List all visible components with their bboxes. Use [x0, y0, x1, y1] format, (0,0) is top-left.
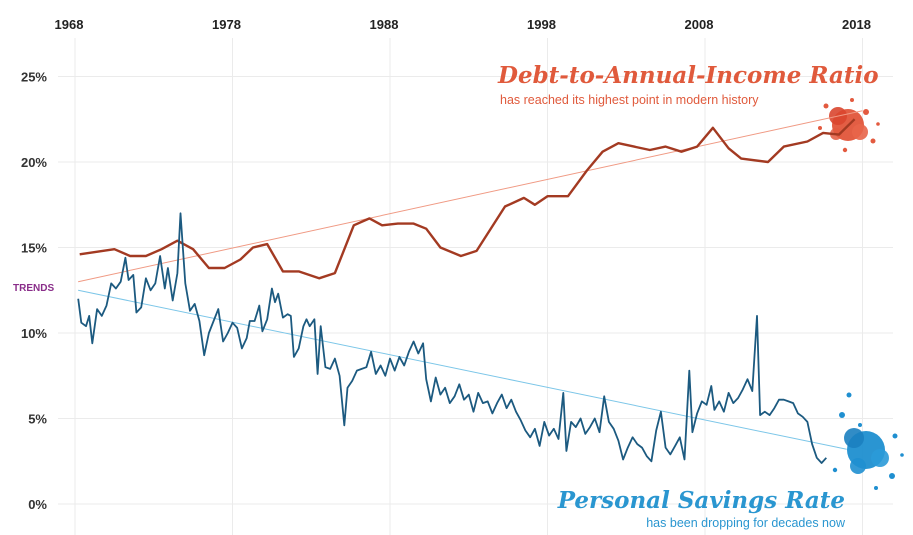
x-tick-label: 2008 [685, 17, 714, 32]
y-axis-ticks: 0% 5% 10% 15% 20% 25% [21, 70, 47, 513]
trends-label: TRENDS [13, 283, 54, 294]
x-tick-label: 1978 [212, 17, 241, 32]
trend-lines [78, 110, 863, 450]
savings-rate-subtitle: has been dropping for decades now [646, 516, 846, 530]
x-tick-label: 2018 [842, 17, 871, 32]
savings-trend-line [78, 289, 847, 450]
y-tick-label: 15% [21, 241, 47, 256]
x-tick-label: 1988 [370, 17, 399, 32]
debt-trend-line [78, 110, 863, 283]
debt-ratio-subtitle: has reached its highest point in modern … [500, 93, 759, 107]
y-tick-label: 25% [21, 70, 47, 85]
x-tick-label: 1968 [55, 17, 84, 32]
x-tick-label: 1998 [527, 17, 556, 32]
y-tick-label: 10% [21, 326, 47, 341]
data-series [77, 118, 856, 464]
blue-paint-splash [832, 392, 904, 490]
savings-rate-title: Personal Savings Rate [557, 487, 845, 514]
debt-ratio-line [79, 118, 856, 280]
chart-grid [58, 38, 893, 535]
y-tick-label: 20% [21, 155, 47, 170]
y-tick-label: 5% [28, 412, 47, 427]
debt-ratio-title: Debt-to-Annual-Income Ratio [497, 62, 879, 89]
savings-rate-line [77, 212, 827, 464]
x-axis-ticks: 1968 1978 1988 1998 2008 2018 [55, 17, 871, 32]
y-tick-label: 0% [28, 497, 47, 512]
